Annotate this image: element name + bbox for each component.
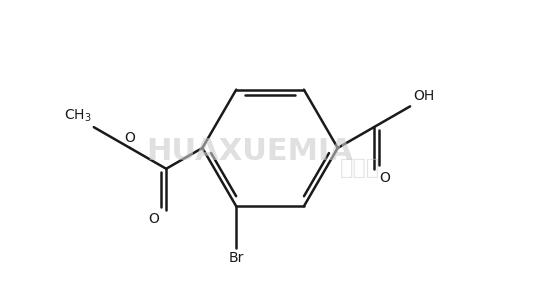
Text: CH$_3$: CH$_3$ [64, 108, 92, 124]
Text: O: O [148, 212, 159, 226]
Text: O: O [124, 131, 136, 145]
Text: O: O [379, 171, 390, 185]
Text: Br: Br [228, 251, 244, 265]
Text: 化学加: 化学加 [339, 158, 380, 178]
Text: HUAXUEMIA: HUAXUEMIA [147, 137, 354, 166]
Text: OH: OH [413, 89, 435, 103]
